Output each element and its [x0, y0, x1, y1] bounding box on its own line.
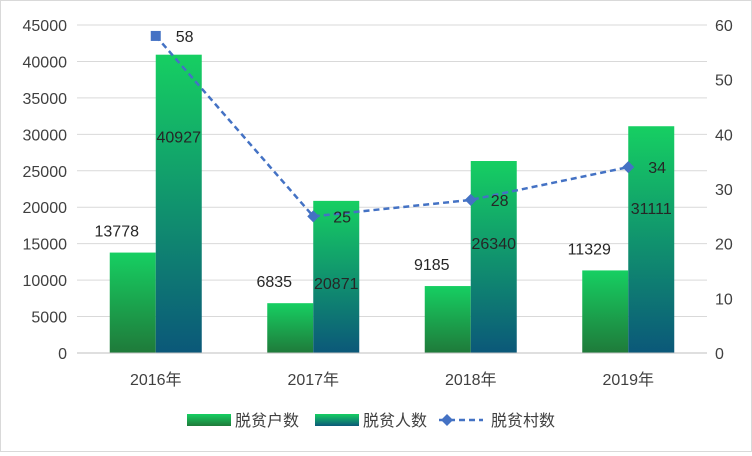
- y-right-tick-label: 40: [715, 127, 733, 144]
- legend-label: 脱贫村数: [491, 412, 555, 430]
- bar-value-label: 11329: [568, 241, 611, 258]
- households-bar: [582, 270, 629, 353]
- y-left-tick-label: 35000: [23, 91, 68, 108]
- line-series: [150, 30, 635, 223]
- bar-value-label: 40927: [157, 130, 202, 147]
- y-right-tick-label: 50: [715, 73, 733, 90]
- legend-swatch: [187, 414, 231, 426]
- legend-label: 脱贫人数: [363, 412, 427, 430]
- bar-value-label: 6835: [256, 274, 292, 291]
- bar-value-label: 13778: [95, 224, 140, 241]
- legend-swatch: [315, 414, 359, 426]
- villages-line: [154, 35, 629, 218]
- y-right-tick-label: 10: [715, 291, 733, 308]
- y-left-tick-label: 15000: [23, 237, 68, 254]
- people-bar: [470, 161, 517, 353]
- people-bar: [313, 200, 360, 353]
- bars: [109, 54, 675, 353]
- line-value-label: 25: [333, 209, 351, 226]
- households-bar: [109, 252, 156, 353]
- y-left-tick-label: 20000: [23, 200, 68, 217]
- x-tick-label: 2018年: [445, 371, 497, 389]
- line-value-label: 28: [491, 193, 509, 210]
- bar-value-label: 31111: [631, 201, 672, 218]
- y-left-tick-label: 5000: [31, 310, 67, 327]
- y-left-tick-label: 25000: [23, 164, 68, 181]
- bar-value-label: 9185: [414, 257, 450, 274]
- villages-point: [622, 161, 635, 174]
- bar-value-label: 20871: [314, 276, 359, 293]
- y-left-tick-label: 40000: [23, 54, 68, 71]
- x-tick-label: 2016年: [130, 371, 182, 389]
- data-labels: 13778 40927 6835 20871 9185 26340 11329 31111 58…: [95, 29, 672, 293]
- villages-point: [150, 30, 161, 41]
- legend-label: 脱贫户数: [235, 412, 299, 430]
- y-axis-right: 0 10 20 30 40 50 60: [715, 18, 733, 363]
- y-left-tick-label: 10000: [23, 273, 68, 290]
- legend: 脱贫户数 脱贫人数 脱贫村数: [187, 412, 555, 430]
- people-bar: [628, 126, 675, 353]
- x-axis: 2016年 2017年 2018年 2019年: [77, 352, 707, 389]
- y-left-tick-label: 30000: [23, 127, 68, 144]
- y-right-tick-label: 0: [715, 346, 724, 363]
- y-axis-left: 0 5000 10000 15000 20000 25000 30000 35000 40000…: [23, 18, 68, 363]
- line-value-label: 34: [648, 160, 666, 177]
- bar-value-label: 26340: [472, 236, 517, 253]
- y-left-tick-label: 0: [58, 346, 67, 363]
- people-bar: [155, 54, 202, 353]
- legend-marker: [441, 414, 453, 426]
- x-tick-label: 2017年: [287, 371, 339, 389]
- x-tick-label: 2019年: [602, 371, 654, 389]
- y-right-tick-label: 30: [715, 182, 733, 199]
- y-right-tick-label: 60: [715, 18, 733, 35]
- line-value-label: 58: [176, 29, 194, 46]
- villages-point: [307, 210, 320, 223]
- y-right-tick-label: 20: [715, 237, 733, 254]
- households-bar: [424, 286, 471, 353]
- households-bar: [267, 303, 314, 353]
- villages-point: [464, 193, 477, 206]
- y-left-tick-label: 45000: [23, 18, 68, 35]
